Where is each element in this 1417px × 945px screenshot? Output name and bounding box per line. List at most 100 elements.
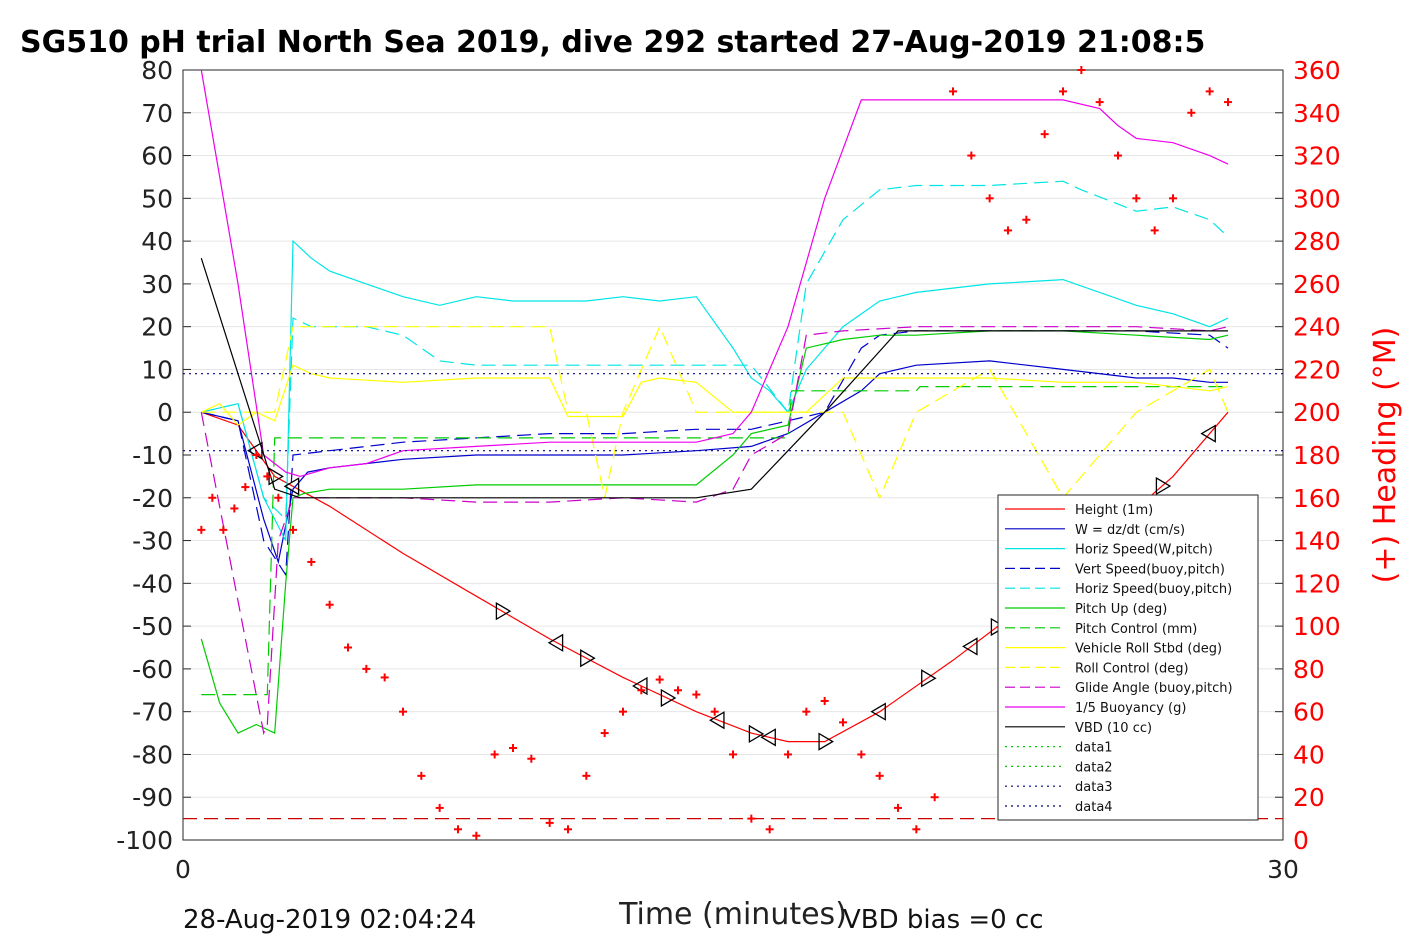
series-line-10 — [200, 69, 1229, 478]
y-tick-label-left: 80 — [141, 56, 173, 85]
heading-marker — [344, 643, 352, 652]
right-axis-label: (+) Heading (°M) — [1368, 327, 1403, 584]
y-tick-label-right: 120 — [1293, 569, 1341, 598]
heading-marker — [839, 718, 847, 727]
y-tick-label-left: -90 — [132, 783, 173, 812]
legend-label: data1 — [1075, 741, 1113, 756]
turn-marker — [660, 688, 677, 708]
heading-marker — [490, 750, 499, 759]
heading-marker — [857, 750, 866, 759]
turn-marker — [547, 633, 564, 652]
heading-marker — [263, 472, 272, 481]
turn-marker — [921, 669, 937, 688]
heading-marker — [1040, 130, 1049, 139]
heading-marker — [912, 825, 921, 834]
y-tick-label-right: 100 — [1293, 612, 1341, 641]
turn-marker — [962, 637, 978, 656]
heading-marker — [930, 793, 939, 802]
y-tick-label-left: -50 — [132, 612, 173, 641]
heading-marker — [985, 194, 994, 203]
chart-title: SG510 pH trial North Sea 2019, dive 292 … — [20, 25, 1205, 60]
heading-marker — [399, 707, 407, 716]
y-tick-label-left: 60 — [141, 142, 173, 171]
heading-marker — [307, 557, 316, 566]
heading-marker — [894, 803, 902, 812]
footer-vbd-bias: VBD bias =0 cc — [843, 905, 1044, 935]
heading-marker — [362, 664, 371, 673]
heading-marker — [208, 493, 217, 502]
turn-marker — [580, 649, 596, 668]
legend-label: Pitch Control (mm) — [1075, 622, 1197, 637]
y-tick-label-right: 200 — [1293, 398, 1341, 427]
heading-marker — [637, 686, 646, 695]
y-tick-label-right: 40 — [1293, 740, 1325, 769]
y-tick-label-right: 180 — [1293, 441, 1341, 470]
series-line-11 — [200, 258, 1228, 499]
y-tick-label-right: 160 — [1293, 484, 1341, 513]
turn-marker — [283, 477, 300, 496]
heading-marker — [1187, 108, 1196, 117]
heading-marker — [1004, 226, 1012, 235]
heading-marker — [1150, 226, 1159, 235]
heading-marker — [582, 771, 591, 780]
y-tick-label-left: -100 — [116, 826, 173, 855]
x-tick-label: 0 — [175, 855, 191, 884]
y-tick-label-left: -70 — [132, 698, 173, 727]
heading-marker — [802, 707, 811, 716]
turn-marker — [1200, 424, 1216, 443]
heading-marker — [1114, 151, 1122, 160]
heading-marker — [219, 525, 228, 534]
legend-label: Horiz Speed(W,pitch) — [1075, 543, 1213, 558]
y-tick-label-right: 260 — [1293, 270, 1341, 299]
y-tick-label-right: 240 — [1293, 313, 1341, 342]
heading-marker — [820, 696, 829, 705]
heading-marker — [197, 525, 206, 534]
heading-marker — [454, 825, 462, 834]
heading-marker — [1059, 87, 1067, 96]
right-tick-labels: 3603403203002802602402202001801601401201… — [1293, 56, 1341, 855]
footer-timestamp: 28-Aug-2019 02:04:24 — [183, 905, 476, 935]
turn-marker — [870, 702, 886, 721]
y-tick-label-left: 10 — [141, 355, 173, 384]
y-tick-label-left: -20 — [132, 484, 173, 513]
y-tick-label-right: 340 — [1293, 99, 1341, 128]
y-tick-label-right: 220 — [1293, 355, 1341, 384]
x-tick-label: 30 — [1267, 855, 1299, 884]
heading-marker — [417, 771, 426, 780]
y-tick-label-right: 20 — [1293, 783, 1325, 812]
heading-marker — [1077, 66, 1086, 74]
heading-marker — [710, 707, 719, 716]
heading-marker — [619, 707, 627, 716]
y-tick-label-left: 70 — [141, 99, 173, 128]
legend-label: data2 — [1075, 760, 1113, 775]
y-tick-label-left: 0 — [157, 398, 173, 427]
heading-marker — [325, 600, 334, 609]
legend-label: Height (1m) — [1075, 503, 1153, 518]
turn-marker — [1155, 476, 1172, 496]
heading-marker — [1224, 98, 1232, 107]
y-tick-label-left: 30 — [141, 270, 173, 299]
y-tick-label-right: 0 — [1293, 826, 1309, 855]
heading-marker — [1205, 87, 1214, 96]
heading-marker — [747, 814, 756, 823]
legend-label: Horiz Speed(buoy,pitch) — [1075, 582, 1232, 597]
y-tick-label-left: 40 — [141, 227, 173, 256]
heading-marker — [655, 675, 664, 684]
y-tick-label-right: 140 — [1293, 527, 1341, 556]
heading-marker — [600, 729, 609, 738]
heading-marker — [230, 504, 239, 513]
heading-marker — [252, 451, 261, 459]
heading-marker — [967, 151, 976, 160]
series-line-6 — [201, 386, 1228, 696]
legend: Height (1m) W = dz/dt (cm/s) Horiz Speed(W… — [997, 494, 1259, 821]
y-tick-label-right: 320 — [1293, 142, 1341, 171]
y-tick-label-left: -10 — [132, 441, 173, 470]
heading-marker — [564, 825, 572, 834]
heading-marker — [692, 690, 701, 699]
legend-label: Roll Control (deg) — [1075, 661, 1189, 676]
heading-marker — [729, 750, 737, 759]
heading-marker — [380, 673, 389, 682]
turn-marker — [748, 724, 765, 744]
legend-label: Pitch Up (deg) — [1075, 602, 1167, 617]
left-tick-labels: 80 70 60 50 40 30 20 10 0 -10 -20 -30 -40 -50 -60 -70 -8… — [116, 56, 173, 855]
